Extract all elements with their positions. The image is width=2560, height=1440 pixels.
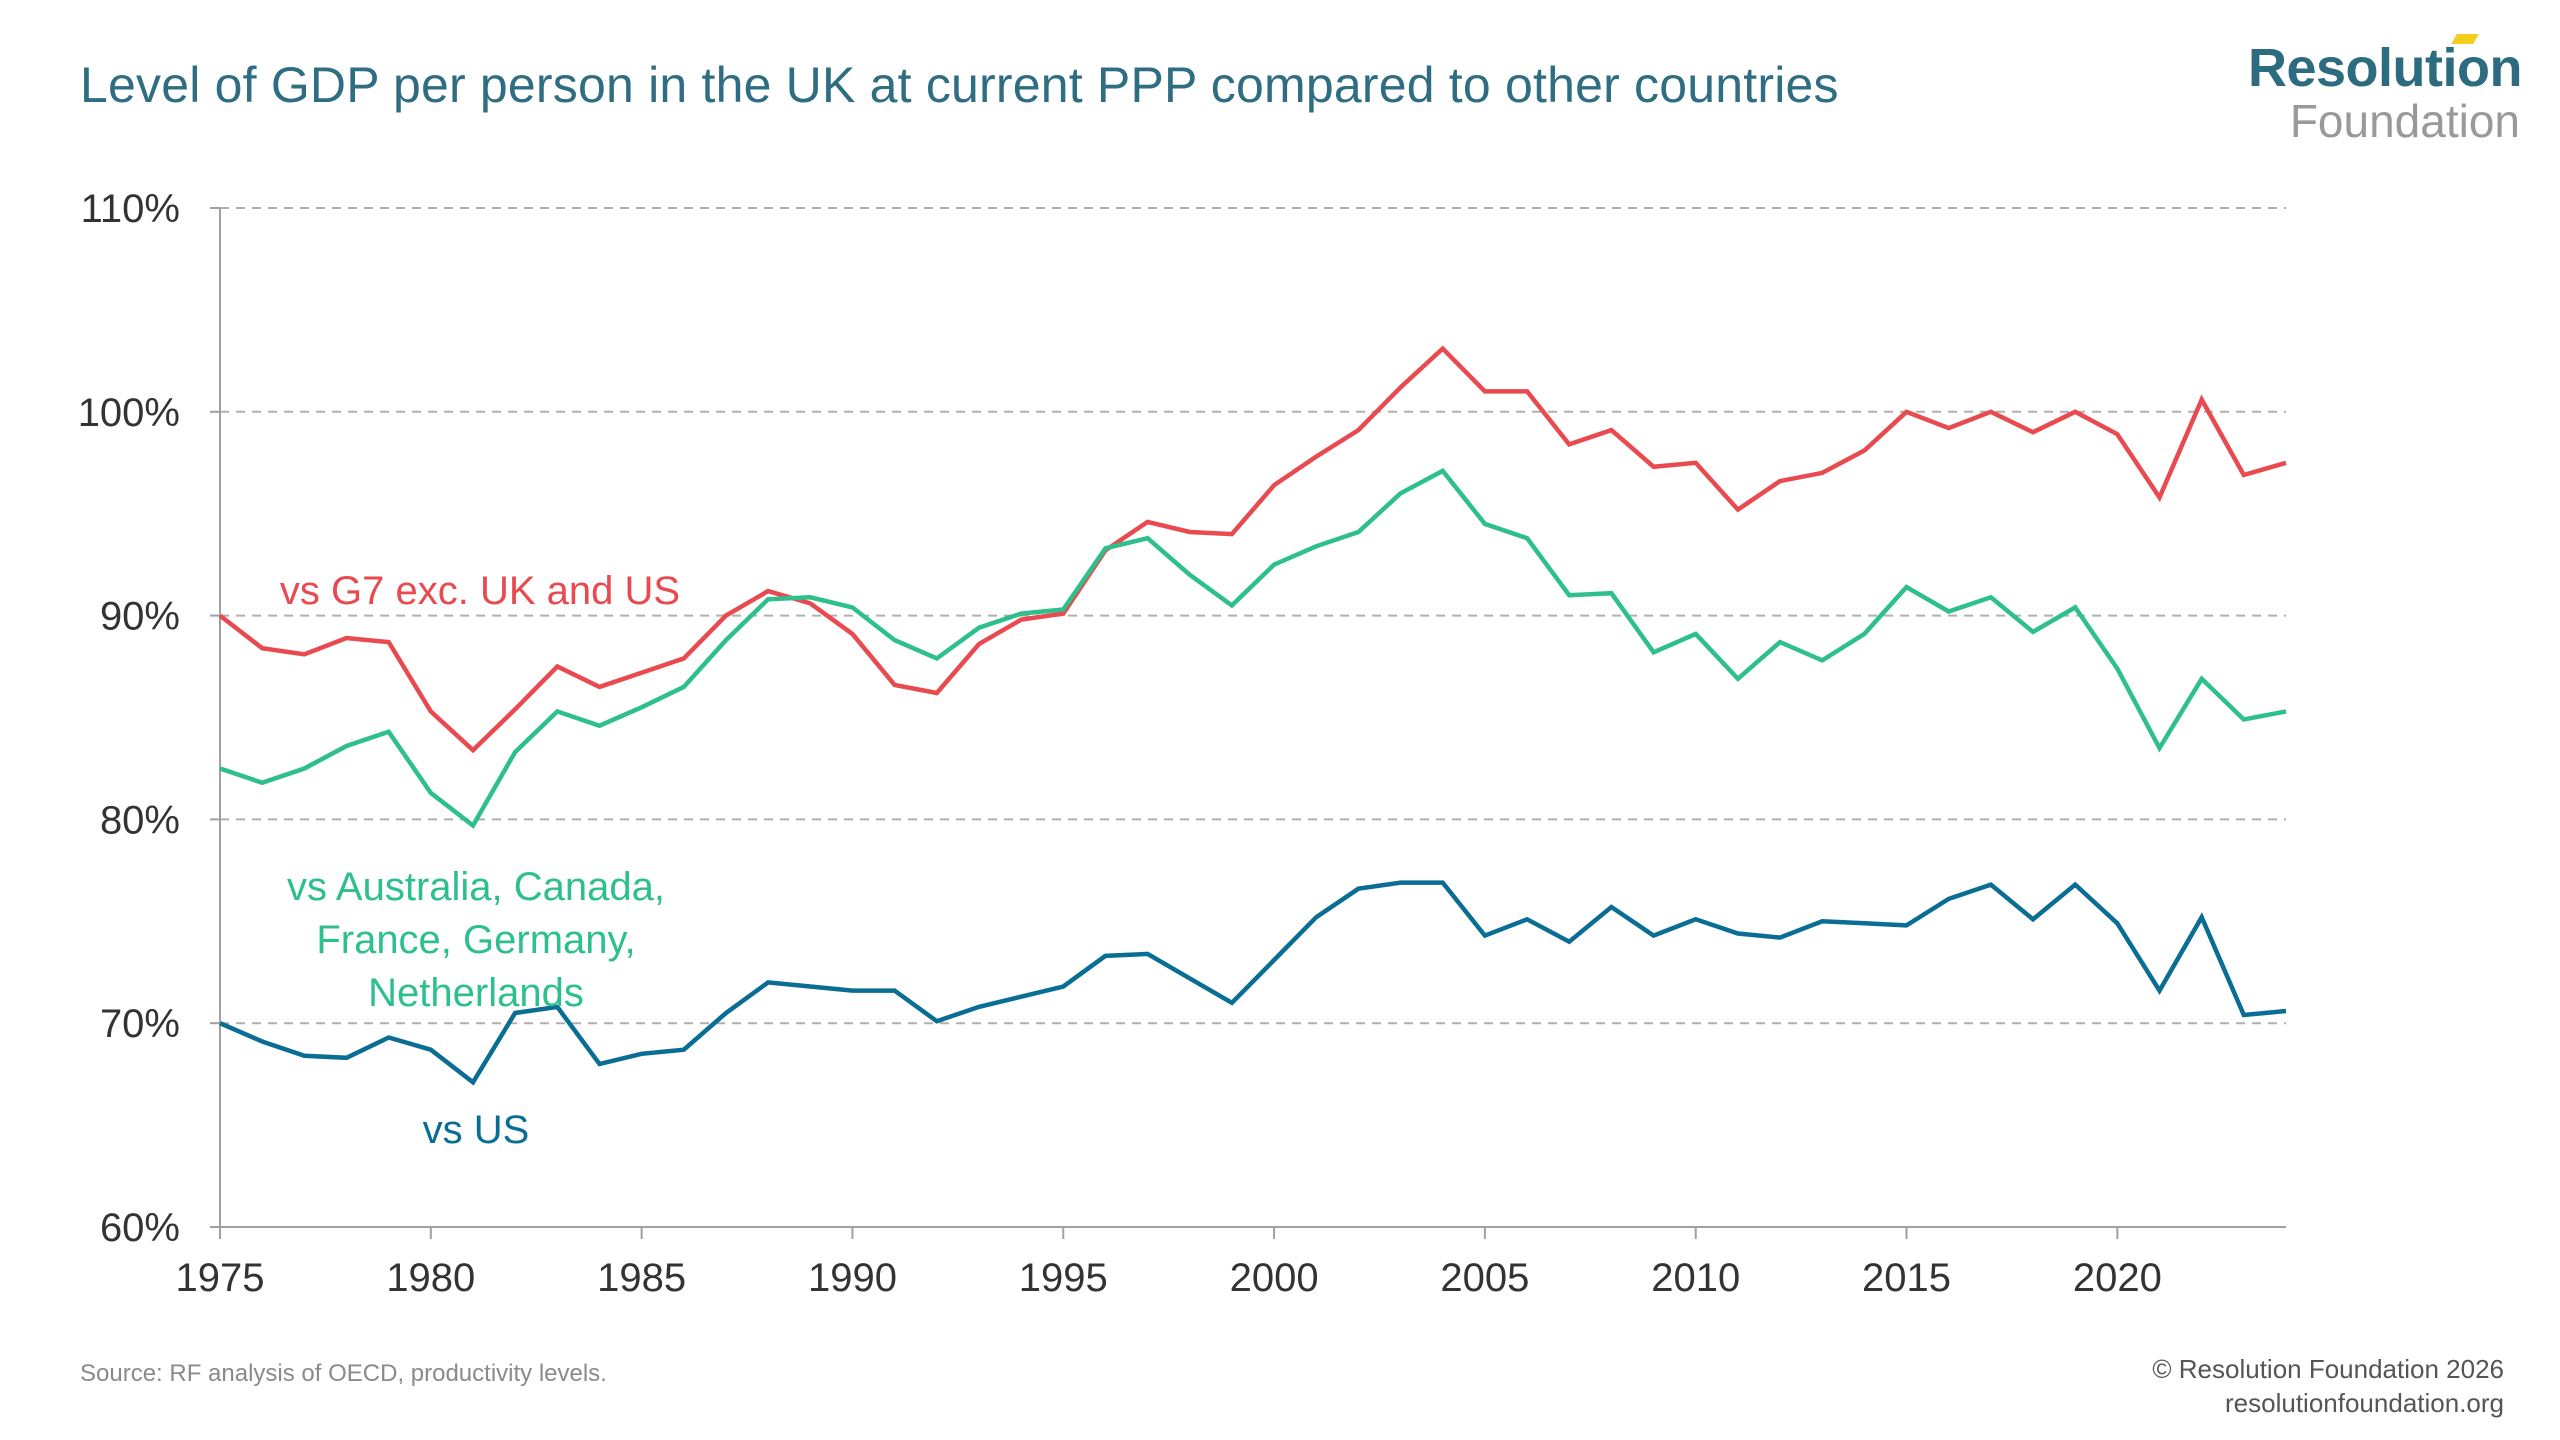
website-link[interactable]: resolutionfoundation.org bbox=[2225, 1388, 2504, 1418]
source-note: Source: RF analysis of OECD, productivit… bbox=[80, 1360, 607, 1387]
series-line-1 bbox=[219, 468, 2287, 829]
y-tick-label: 110% bbox=[81, 187, 180, 231]
logo-wordmark-top: Resolution bbox=[2248, 34, 2523, 98]
logo-text-resolution: Resolution bbox=[2248, 38, 2523, 98]
series-lines bbox=[218, 345, 2287, 1086]
y-tick-label: 70% bbox=[100, 1002, 180, 1046]
x-tick-label: 1995 bbox=[1019, 1256, 1108, 1300]
x-tick-label: 2010 bbox=[1651, 1256, 1740, 1300]
copyright-text: © Resolution Foundation 2026 bbox=[2152, 1354, 2504, 1384]
series-line-0 bbox=[218, 345, 2287, 754]
series-line-2 bbox=[219, 880, 2287, 1086]
series-label-line: France, Germany, bbox=[316, 918, 635, 962]
x-tick-label: 1980 bbox=[386, 1256, 475, 1300]
chart-title: Level of GDP per person in the UK at cur… bbox=[80, 57, 1839, 113]
series-label-line: vs G7 exc. UK and US bbox=[280, 569, 680, 613]
series-label-line: vs Australia, Canada, bbox=[287, 865, 665, 909]
x-tick-label: 1975 bbox=[176, 1256, 265, 1300]
axes bbox=[210, 207, 2286, 1239]
x-tick-label: 1990 bbox=[808, 1256, 897, 1300]
series-label-line: vs US bbox=[423, 1108, 530, 1152]
x-tick-label: 2015 bbox=[1862, 1256, 1951, 1300]
x-tick-label: 2005 bbox=[1440, 1256, 1529, 1300]
y-tick-label: 90% bbox=[100, 595, 180, 639]
y-axis-tick-labels: 60% 70% 80% 90% 100% 110% bbox=[78, 187, 180, 1250]
logo-text-foundation: Foundation bbox=[2289, 95, 2520, 147]
credit-block: © Resolution Foundation 2026 resolutionf… bbox=[2152, 1352, 2504, 1420]
series-label-line: Netherlands bbox=[368, 971, 584, 1015]
resolution-foundation-logo: Resolution Foundation bbox=[2248, 34, 2523, 147]
series-labels: vs G7 exc. UK and US vs Australia, Canada… bbox=[280, 569, 680, 1152]
series-label-2: vs US bbox=[423, 1108, 530, 1152]
y-tick-label: 80% bbox=[100, 798, 180, 842]
x-axis-tick-labels: 1975 1980 1985 1990 1995 2000 2005 2010 2015 2020 bbox=[176, 1256, 2162, 1300]
series-label-1: vs Australia, Canada, France, Germany, Net… bbox=[287, 865, 665, 1015]
series-label-0: vs G7 exc. UK and US bbox=[280, 569, 680, 613]
x-tick-label: 2020 bbox=[2073, 1256, 2162, 1300]
gridlines bbox=[220, 207, 2286, 1025]
y-tick-label: 100% bbox=[78, 391, 180, 435]
x-tick-label: 2000 bbox=[1230, 1256, 1319, 1300]
x-tick-label: 1985 bbox=[597, 1256, 686, 1300]
y-tick-label: 60% bbox=[100, 1206, 180, 1250]
